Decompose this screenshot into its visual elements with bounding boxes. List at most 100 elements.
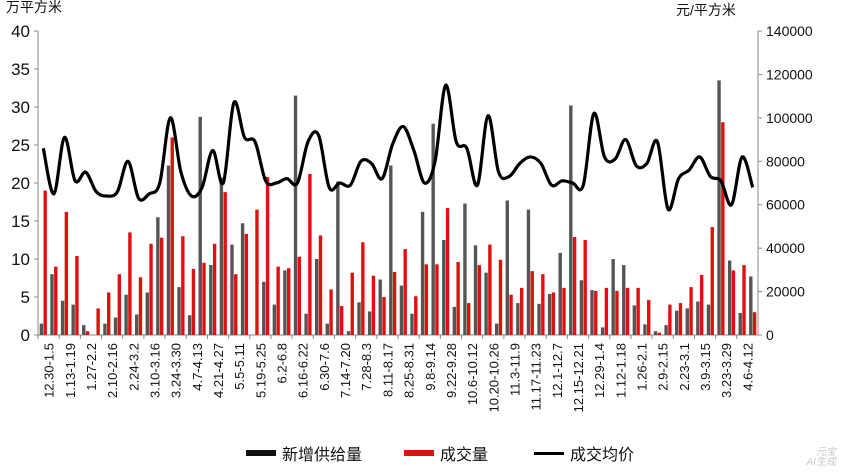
bar-deal [445, 208, 450, 335]
bar-supply [177, 287, 181, 335]
bar-deal [477, 265, 481, 335]
bar-supply [145, 292, 149, 335]
bar-deal [488, 244, 492, 335]
bar-deal [212, 243, 217, 335]
bar-supply [526, 209, 531, 335]
left-tick-label: 40 [11, 22, 30, 41]
bar-deal [107, 292, 111, 335]
x-tick-label: 6.2-6.8 [275, 343, 290, 383]
bar-supply [558, 252, 562, 335]
bar-deal [594, 290, 598, 335]
bar-supply [367, 311, 372, 335]
left-tick-label: 15 [11, 212, 30, 231]
x-tick-label: 8.25-8.31 [402, 343, 417, 398]
bar-deal [308, 173, 312, 335]
tick-labels: 0 5 10 15 20 25 30 35 40 0 20000 40000 60000 80000 100… [11, 22, 813, 412]
bar-deal [64, 211, 69, 335]
bar-supply [505, 200, 509, 335]
bar-deal [43, 190, 47, 335]
right-axis-unit: 元/平方米 [676, 2, 736, 18]
bar-supply [219, 177, 224, 335]
bar-deal [382, 297, 386, 335]
bar-deal [202, 262, 206, 335]
x-tick-label: 1.27-2.2 [84, 343, 99, 391]
x-tick-label: 11.3-11.9 [507, 343, 522, 396]
bar-deal [647, 300, 651, 335]
bar-deal [54, 266, 58, 335]
bar-supply [187, 315, 192, 335]
x-tick-label: 10.20-10.26 [486, 343, 501, 412]
bar-supply [717, 80, 721, 336]
x-tick-label: 12.15-12.21 [571, 343, 586, 412]
bar-deal [159, 237, 164, 335]
bar-supply [315, 259, 319, 335]
bar-supply [590, 290, 594, 335]
x-tick-label: 3.23-3.29 [719, 343, 734, 398]
watermark-line2: AI生成 [806, 457, 836, 468]
bar-supply [293, 95, 298, 335]
x-tick-label: 2.23-3.1 [677, 343, 692, 391]
bar-deal [721, 122, 725, 335]
x-tick-label: 4.21-4.27 [211, 343, 226, 398]
bar-deal [191, 268, 196, 335]
right-tick-label: 20000 [766, 284, 805, 300]
bar-supply [336, 181, 340, 335]
x-tick-label: 3.24-3.30 [169, 343, 184, 398]
bar-supply [632, 305, 637, 335]
right-tick-label: 100000 [766, 110, 813, 126]
bar-deal [149, 243, 153, 335]
x-tick-label: 11.17-11.23 [529, 343, 544, 410]
bar-deal [498, 259, 503, 335]
bar-supply [675, 310, 679, 335]
x-tick-label: 2.10-2.16 [105, 343, 120, 398]
bar-supply [653, 331, 658, 335]
legend-label-price: 成交均价 [570, 447, 635, 464]
legend-item-supply: 新增供给量 [246, 441, 362, 465]
bar-supply [685, 308, 689, 335]
bar-supply [60, 300, 65, 335]
x-tick-label: 8.11-8.17 [380, 343, 395, 397]
right-tick-label: 60000 [766, 197, 805, 213]
x-tick-label: 9.8-9.14 [423, 343, 438, 391]
bar-deal [615, 290, 619, 335]
x-tick-label: 6.16-6.22 [296, 343, 311, 398]
x-tick-label: 3.10-3.16 [147, 343, 162, 398]
bar-deal [318, 235, 323, 335]
bar-supply [346, 331, 351, 335]
bar-supply [696, 301, 700, 335]
bar-supply [378, 279, 382, 335]
axes [34, 30, 762, 339]
legend: 新增供给量 成交量 成交均价 [0, 441, 846, 465]
bar-deal [276, 266, 280, 335]
bar-supply [431, 123, 435, 335]
bar-supply [463, 203, 467, 335]
bar-deal [699, 274, 704, 335]
x-tick-label: 12.1-12.7 [550, 343, 565, 398]
bar-deal [435, 264, 439, 335]
bar-supply [50, 274, 54, 335]
x-tick-label: 4.7-4.13 [190, 343, 205, 391]
bar-supply [399, 285, 404, 335]
x-tick-label: 10.6-10.12 [465, 343, 480, 405]
bar-supply [738, 312, 742, 335]
bar-supply [706, 304, 711, 335]
price-line-path [41, 83, 755, 212]
x-tick-label: 1.12-1.18 [613, 343, 628, 398]
bar-deal [742, 265, 746, 335]
bar-supply [230, 244, 234, 335]
bar-supply [420, 211, 425, 335]
bar-deal [625, 287, 630, 335]
bar-supply [516, 303, 520, 335]
bar-deal [689, 287, 693, 335]
bar-supply [198, 116, 202, 335]
bar-supply [473, 245, 478, 335]
bar-supply [283, 270, 287, 335]
x-tick-label: 2.24-3.2 [126, 343, 141, 391]
bar-deal [96, 308, 100, 335]
bar-supply [495, 323, 499, 335]
right-tick-label: 0 [766, 327, 774, 343]
x-tick-label: 5.5-5.11 [232, 343, 247, 390]
bar-deal [657, 332, 661, 335]
legend-item-price: 成交均价 [534, 441, 634, 465]
x-tick-label: 3.9-3.15 [698, 343, 713, 391]
